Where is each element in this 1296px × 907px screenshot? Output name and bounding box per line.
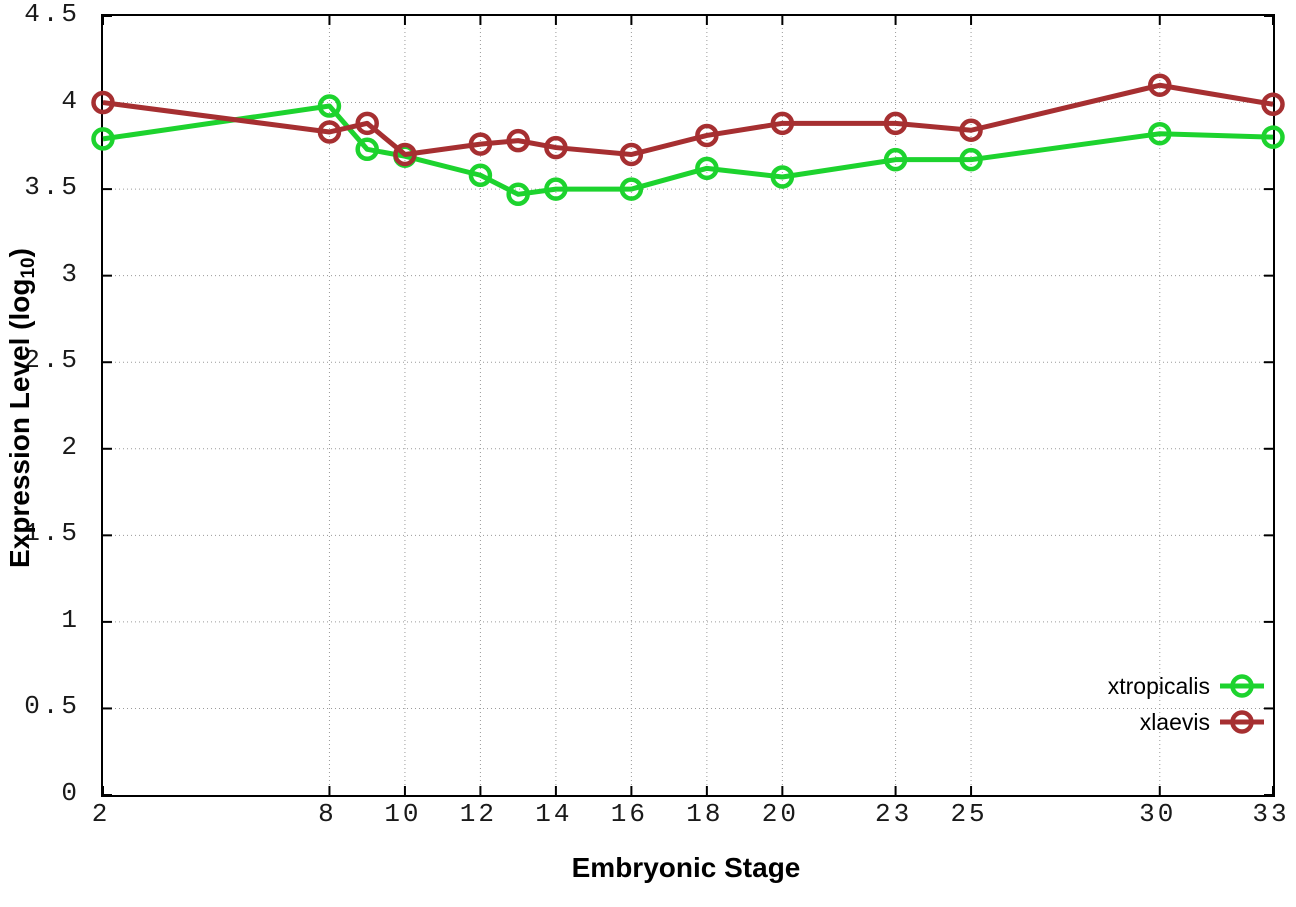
y-tick-label-3.5: 3.5	[24, 172, 80, 203]
y-tick-label-2.5: 2.5	[24, 345, 80, 376]
x-tick-label-33: 33	[1252, 799, 1290, 829]
data-point-xtropicalis-stage-12	[468, 163, 493, 188]
x-axis-title: Embryonic Stage	[571, 852, 801, 883]
data-point-xtropicalis-stage-14	[544, 177, 568, 201]
data-point-xlaevis-stage-33	[1261, 92, 1285, 117]
y-tick-label-1: 1	[61, 604, 80, 635]
x-tick-label-10: 10	[384, 799, 422, 829]
x-tick-label-12: 12	[459, 799, 498, 829]
y-tick-label-0.5: 0.5	[24, 691, 80, 722]
data-point-xtropicalis-stage-33	[1261, 125, 1285, 149]
data-point-xtropicalis-stage-8	[317, 94, 342, 118]
data-point-xlaevis-stage-8	[317, 120, 342, 144]
chart-canvas	[91, 15, 1285, 796]
data-point-xlaevis-stage-23	[883, 111, 908, 136]
legend-item-xlaevis: xlaevis	[1108, 704, 1264, 740]
x-tick-label-8: 8	[318, 799, 337, 829]
data-point-xtropicalis-stage-9	[355, 137, 379, 162]
data-point-xlaevis-stage-12	[468, 132, 493, 156]
y-tick-label-4: 4	[61, 85, 80, 116]
data-point-xlaevis-stage-14	[544, 135, 568, 160]
data-point-xlaevis-stage-10	[393, 142, 417, 167]
data-point-xlaevis-stage-30	[1148, 73, 1172, 97]
data-point-xtropicalis-stage-25	[959, 147, 983, 172]
legend-label-xtropicalis: xtropicalis	[1107, 672, 1210, 699]
x-tick-label-23: 23	[874, 799, 913, 829]
data-point-xtropicalis-stage-13	[506, 182, 530, 207]
y-tick-label-4.5: 4.5	[24, 0, 80, 29]
series-line-xtropicalis	[102, 103, 1274, 197]
x-tick-label-18: 18	[686, 799, 724, 829]
y-tick-label-0: 0	[61, 778, 80, 808]
y-tick-label-2: 2	[61, 431, 80, 462]
x-tick-label-30: 30	[1139, 799, 1177, 829]
data-point-xtropicalis-stage-2	[91, 127, 115, 151]
data-point-xlaevis-stage-13	[506, 128, 530, 153]
legend-marker-xlaevis	[1220, 710, 1264, 734]
x-tick-label-14: 14	[535, 799, 573, 829]
data-point-xtropicalis-stage-30	[1148, 121, 1172, 146]
y-tick-label-3: 3	[61, 258, 80, 289]
data-point-xtropicalis-stage-16	[619, 177, 644, 201]
legend: xtropicalis xlaevis	[1108, 668, 1264, 740]
y-tick-label-1.5: 1.5	[24, 518, 80, 549]
data-point-xlaevis-stage-25	[959, 118, 983, 143]
y-axis-title: Expression Level (log10)	[4, 248, 39, 568]
data-point-xlaevis-stage-18	[695, 123, 719, 148]
data-point-xtropicalis-stage-20	[770, 165, 795, 189]
data-point-xlaevis-stage-20	[770, 111, 795, 136]
data-point-xtropicalis-stage-23	[883, 147, 908, 172]
data-point-xlaevis-stage-2	[91, 90, 115, 115]
x-tick-label-20: 20	[761, 799, 799, 829]
data-point-xlaevis-stage-16	[619, 142, 644, 167]
data-point-xlaevis-stage-9	[355, 111, 379, 136]
x-tick-label-25: 25	[950, 799, 988, 829]
plot-area: xtropicalis xlaevis	[91, 14, 1285, 797]
x-tick-label-16: 16	[610, 799, 648, 829]
data-point-xtropicalis-stage-18	[695, 156, 719, 181]
x-tick-label-2: 2	[91, 799, 111, 829]
legend-label-xlaevis: xlaevis	[1139, 708, 1210, 735]
legend-marker-xtropicalis	[1220, 674, 1264, 698]
legend-item-xtropicalis: xtropicalis	[1108, 668, 1264, 704]
